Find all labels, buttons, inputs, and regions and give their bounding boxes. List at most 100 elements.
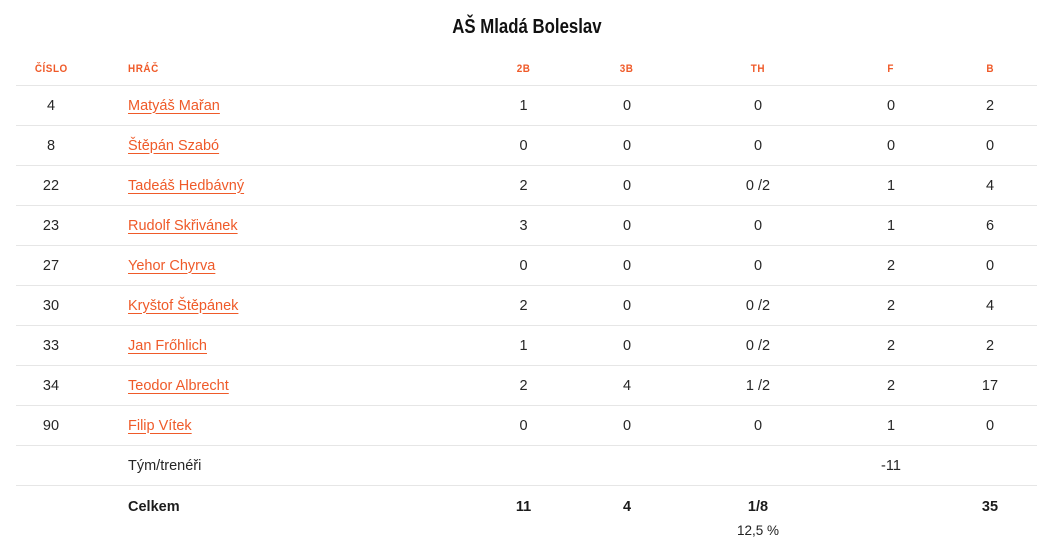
stat-number: 30: [42, 297, 60, 314]
stat-number: 8: [46, 137, 56, 154]
stat-p3: 0: [622, 257, 632, 274]
stat-b: 6: [985, 217, 995, 234]
column-header-label: HRÁČ: [128, 63, 159, 75]
cell-p2: 2: [470, 286, 577, 326]
cell-number: 8: [16, 126, 86, 166]
player-link[interactable]: Kryštof Štěpánek: [128, 297, 239, 314]
player-link[interactable]: Štěpán Szabó: [128, 137, 220, 154]
stat-p3: 0: [622, 417, 632, 434]
cell-th: 1 /2: [677, 366, 839, 406]
stat-p2: 0: [519, 137, 528, 154]
cell-p3: 0: [577, 166, 677, 206]
stat-number: 22: [42, 177, 60, 194]
stat-b: 4: [985, 177, 995, 194]
stat-th: 1 /2: [745, 377, 771, 394]
total-th-percentage: 12,5 %: [736, 523, 780, 538]
cell-th: 0 /2: [677, 286, 839, 326]
cell-number: 27: [16, 246, 86, 286]
cell-player: Teodor Albrecht: [86, 366, 470, 406]
cell-p2: 1: [470, 326, 577, 366]
stat-p3: 0: [622, 177, 632, 194]
stat-b: 0: [985, 137, 995, 154]
cell-b: 6: [943, 206, 1037, 246]
cell-number: 33: [16, 326, 86, 366]
column-header-b: B: [943, 51, 1037, 86]
stat-p3: 0: [622, 137, 632, 154]
column-header-label: 3B: [620, 63, 634, 75]
cell-th: 0: [677, 126, 839, 166]
cell-p3: 0: [577, 406, 677, 446]
player-link[interactable]: Filip Vítek: [128, 417, 192, 434]
cell-p2: 2: [470, 366, 577, 406]
cell-th: 0: [677, 86, 839, 126]
team-title-wrap: AŠ Mladá Boleslav: [0, 0, 1053, 39]
table-header: ČÍSLO HRÁČ 2B 3B TH F B: [16, 51, 1037, 86]
stat-f: 2: [886, 297, 896, 314]
column-header-label: ČÍSLO: [34, 63, 68, 75]
stat-f: 1: [886, 417, 896, 434]
cell-f: 2: [839, 286, 943, 326]
cell-b-empty: [943, 446, 1037, 486]
cell-f: 1: [839, 166, 943, 206]
cell-f: 1: [839, 206, 943, 246]
stat-p2: 1: [519, 97, 528, 114]
stat-th: 0 /2: [745, 337, 771, 354]
stat-f: 0: [886, 137, 896, 154]
stat-p3: 4: [622, 377, 632, 394]
player-row: 33 Jan Frőhlich 1 0 0 /2 2 2: [16, 325, 1037, 366]
cell-th: 0: [677, 246, 839, 286]
stat-p3: 0: [622, 217, 632, 234]
player-link[interactable]: Matyáš Mařan: [128, 97, 220, 114]
summary-rows: Tým/trenéři -11 Celkem 11 4 1/8 12,5 % 3…: [16, 445, 1037, 548]
stat-p2: 0: [519, 417, 528, 434]
column-header-player: HRÁČ: [86, 51, 470, 86]
cell-p2: 0: [470, 406, 577, 446]
cell-number: 30: [16, 286, 86, 326]
stat-th: 0: [753, 217, 763, 234]
total-2b: 11: [515, 499, 532, 515]
stat-number: 34: [42, 377, 60, 394]
player-row: 8 Štěpán Szabó 0 0 0 0 0: [16, 125, 1037, 166]
player-link[interactable]: Yehor Chyrva: [128, 257, 216, 274]
cell-number: 23: [16, 206, 86, 246]
player-link[interactable]: Teodor Albrecht: [128, 377, 229, 394]
player-rows: 4 Matyáš Mařan 1 0 0 0 2 8 Štěpán Szabó 0 0 0 0 0 22 Ta…: [16, 85, 1037, 446]
column-header-th: TH: [677, 51, 839, 86]
stat-number: 23: [42, 217, 60, 234]
team-coaches-fouls: -11: [881, 457, 901, 474]
cell-p2: 3: [470, 206, 577, 246]
column-header-label: F: [887, 63, 895, 75]
cell-player: Tadeáš Hedbávný: [86, 166, 470, 206]
cell-p2: 2: [470, 166, 577, 206]
cell-p3: 0: [577, 286, 677, 326]
stat-b: 0: [985, 257, 995, 274]
cell-p3: 0: [577, 126, 677, 166]
cell-player: Kryštof Štěpánek: [86, 286, 470, 326]
cell-f-empty: [839, 486, 943, 548]
cell-p3: 0: [577, 206, 677, 246]
stat-number: 27: [42, 257, 60, 274]
stat-b: 2: [985, 97, 995, 114]
column-header-label: TH: [750, 63, 766, 75]
player-link[interactable]: Jan Frőhlich: [128, 337, 207, 354]
cell-p2: 0: [470, 246, 577, 286]
stat-b: 17: [981, 377, 999, 394]
player-link[interactable]: Rudolf Skřivánek: [128, 217, 238, 234]
column-header-f: F: [839, 51, 943, 86]
cell-player: Rudolf Skřivánek: [86, 206, 470, 246]
player-row: 23 Rudolf Skřivánek 3 0 0 1 6: [16, 205, 1037, 246]
cell-number: 4: [16, 86, 86, 126]
cell-b: 2: [943, 86, 1037, 126]
header-row: ČÍSLO HRÁČ 2B 3B TH F B: [16, 51, 1037, 86]
stat-b: 0: [985, 417, 995, 434]
cell-player: Štěpán Szabó: [86, 126, 470, 166]
stat-p2: 3: [519, 217, 528, 234]
team-coaches-row: Tým/trenéři -11: [16, 445, 1037, 486]
stat-p3: 0: [622, 337, 632, 354]
cell-p3: 4: [577, 366, 677, 406]
cell-f: 1: [839, 406, 943, 446]
player-row: 30 Kryštof Štěpánek 2 0 0 /2 2 4: [16, 285, 1037, 326]
player-link[interactable]: Tadeáš Hedbávný: [128, 177, 245, 194]
cell-th: 0 /2: [677, 326, 839, 366]
column-header-number: ČÍSLO: [16, 51, 86, 86]
